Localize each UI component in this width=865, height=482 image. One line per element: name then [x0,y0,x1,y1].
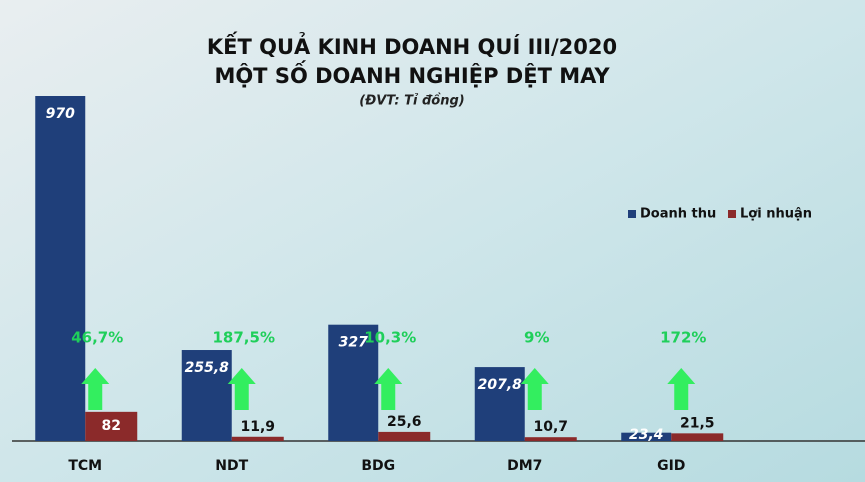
chart-title: KẾT QUẢ KINH DOANH QUÍ III/2020 [207,31,617,59]
value-label: 82 [102,418,121,434]
bar [671,433,724,441]
value-label: 21,5 [680,415,715,431]
up-arrow [520,368,549,410]
value-label: 327 [339,335,368,351]
bar [474,367,525,441]
x-tick-label: DM7 [507,458,542,474]
up-arrow [667,368,696,410]
value-label: 207,8 [478,377,523,393]
x-tick-label: GID [657,458,685,474]
chart-title: MỘT SỐ DOANH NGHIỆP DỆT MAY [214,60,610,88]
bar [85,411,138,441]
bar [328,324,379,441]
up-arrow [81,368,110,410]
legend-label: Doanh thu [640,207,716,222]
bar [231,436,284,441]
value-label: 25,6 [387,414,422,430]
x-tick-label: NDT [215,458,248,474]
growth-label: 187,5% [213,329,275,347]
legend-label: Lợi nhuận [740,207,812,222]
growth-label: 10,3% [364,329,416,347]
value-label: 11,9 [240,419,275,435]
bar [524,437,577,441]
value-label: 10,7 [533,419,568,435]
legend-swatch [728,210,736,218]
value-label: 970 [46,106,75,122]
chart-subtitle: (ĐVT: Tỉ đồng) [359,94,464,109]
bar [621,432,672,441]
legend-swatch [628,210,636,218]
bar [378,431,431,441]
growth-label: 46,7% [71,329,123,347]
growth-label: 172% [660,329,706,347]
up-arrow [374,368,403,410]
x-tick-label: BDG [361,458,395,474]
x-tick-label: TCM [68,458,102,474]
bar [181,350,232,441]
growth-label: 9% [524,329,549,347]
value-label: 255,8 [185,360,230,376]
bar [35,96,86,441]
up-arrow [227,368,256,410]
value-label: 23,4 [629,427,664,443]
